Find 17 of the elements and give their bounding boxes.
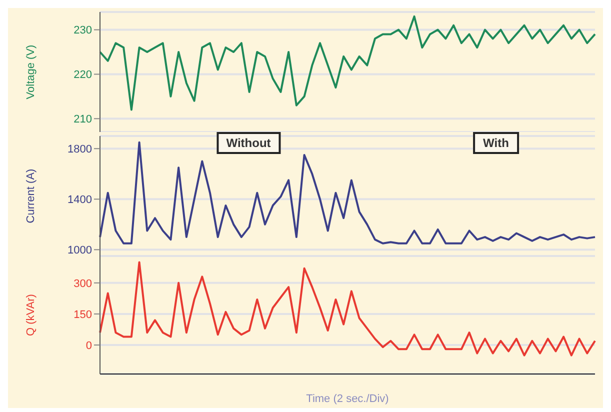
- x-axis-title: Time (2 sec./Div): [306, 393, 389, 405]
- y-axis-title: Current (A): [24, 168, 37, 224]
- y-axis-title: Voltage (V): [24, 44, 37, 100]
- annotation: With: [473, 132, 519, 154]
- y-tick-label: 0: [86, 340, 92, 352]
- y-tick-label: 300: [74, 278, 92, 290]
- annotation: Without: [216, 132, 281, 154]
- y-tick-label: 1000: [68, 244, 92, 257]
- line-series: [99, 15, 596, 111]
- y-tick-label: 150: [74, 308, 92, 321]
- y-tick-label: 1400: [68, 194, 92, 206]
- y-axis-title: Q (kVAr): [24, 294, 37, 336]
- y-tick-label: 1800: [68, 144, 92, 156]
- y-tick-label: 210: [74, 114, 92, 126]
- line-series: [99, 261, 596, 356]
- y-tick-label: 230: [74, 24, 92, 37]
- y-tick-label: 220: [74, 69, 92, 82]
